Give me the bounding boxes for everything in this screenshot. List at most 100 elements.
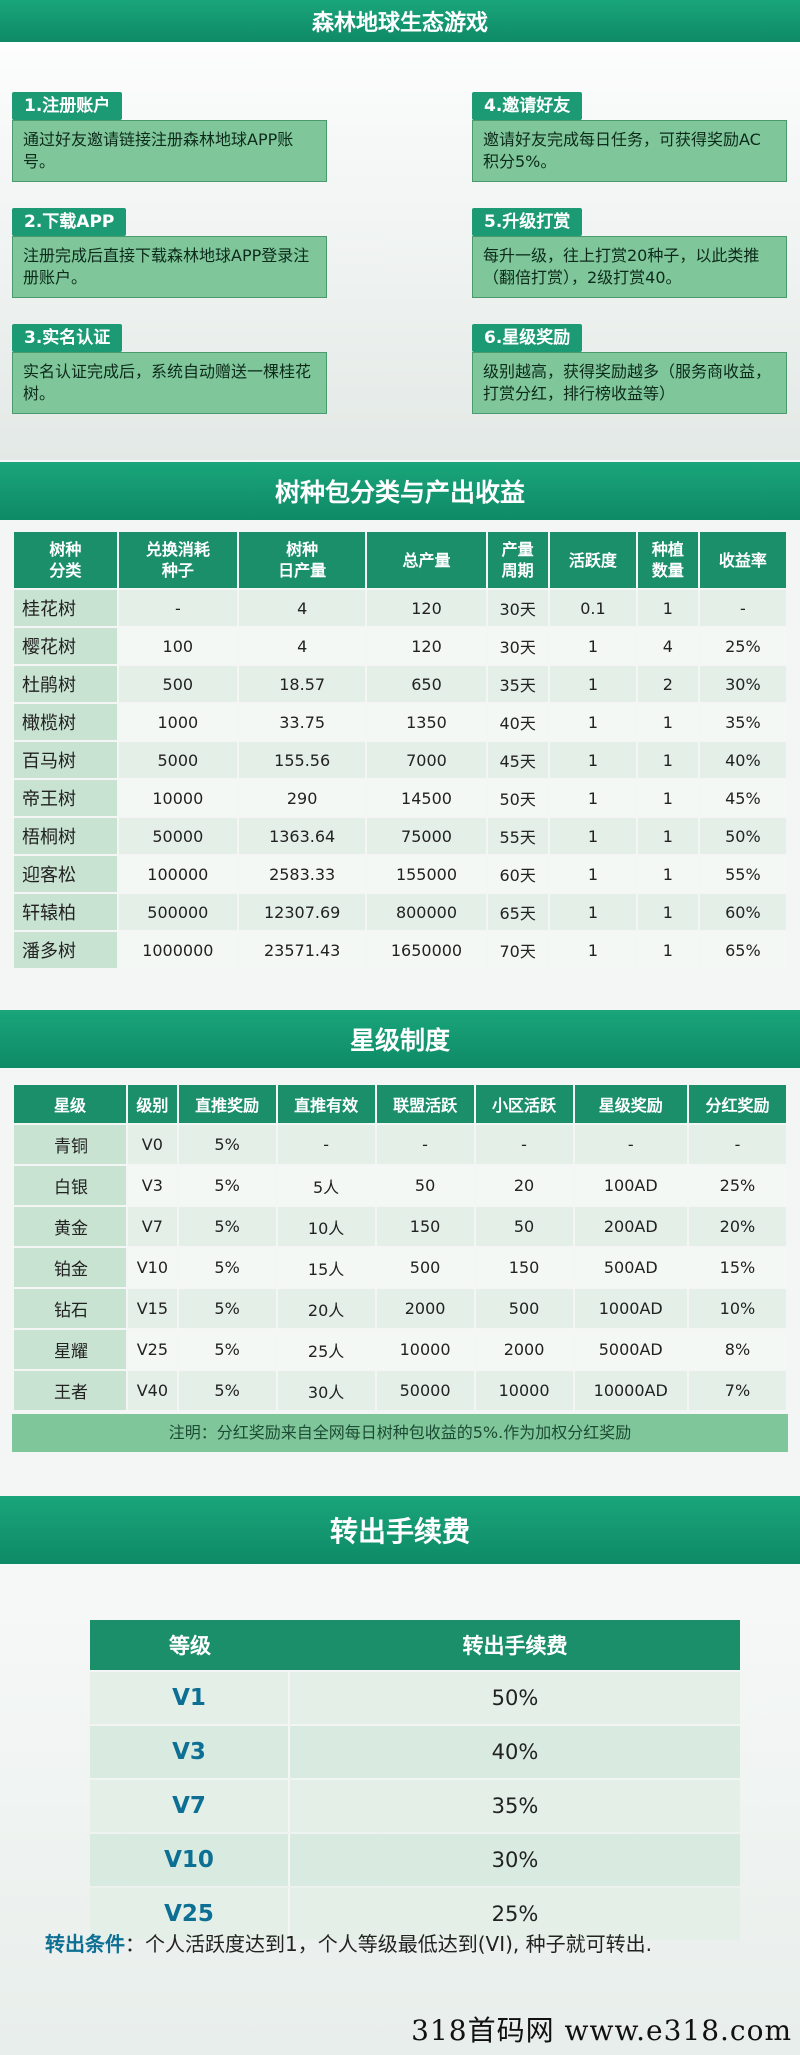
table-cell: 15人 xyxy=(277,1248,375,1287)
table-row: 百马树 5000 155.56 7000 45天 1 1 40% xyxy=(14,742,786,778)
table-cell: 120 xyxy=(367,628,486,664)
table-cell: 1 xyxy=(638,780,698,816)
table-cell: - xyxy=(574,1125,687,1164)
table-cell: 50 xyxy=(475,1207,573,1246)
table-cell: 白银 xyxy=(14,1166,127,1205)
table-cell: 迎客松 xyxy=(14,856,117,892)
column-header: 联盟活跃 xyxy=(376,1085,474,1123)
table-cell: V3 xyxy=(128,1166,177,1205)
condition-text: ：个人活跃度达到1，个人等级最低达到(VI), 种子就可转出. xyxy=(125,1932,652,1956)
watermark: 318首码网 www.e318.com xyxy=(411,2014,792,2047)
table-cell: 500 xyxy=(118,666,237,702)
column-header: 星级奖励 xyxy=(574,1085,687,1123)
table-cell: 30天 xyxy=(487,628,548,664)
table-cell: V7 xyxy=(128,1207,177,1246)
table-cell: 1 xyxy=(549,932,637,968)
table-cell: 潘多树 xyxy=(14,932,117,968)
table-cell: - xyxy=(277,1125,375,1164)
step-text: 级别越高，获得奖励越多（服务商收益，打赏分红，排行榜收益等） xyxy=(472,352,787,414)
table-cell: 7000 xyxy=(367,742,486,778)
table-row: 白银 V3 5% 5人 50 20 100AD 25% xyxy=(14,1166,786,1205)
table-cell: 18.57 xyxy=(238,666,366,702)
table-cell: 0.1 xyxy=(549,590,637,626)
table-row: 青铜 V0 5% - - - - - xyxy=(14,1125,786,1164)
table-row: V1 50% xyxy=(90,1672,740,1724)
table-cell: V7 xyxy=(90,1780,290,1832)
step-register: 1.注册账户 通过好友邀请链接注册森林地球APP账号。 xyxy=(12,92,327,182)
table-cell: 155.56 xyxy=(238,742,366,778)
table-cell: 25% xyxy=(699,628,786,664)
table-row: 橄榄树 1000 33.75 1350 40天 1 1 35% xyxy=(14,704,786,740)
table-cell: 7% xyxy=(688,1371,786,1410)
table-cell: 10000AD xyxy=(574,1371,687,1410)
step-verify: 3.实名认证 实名认证完成后，系统自动赠送一棵桂花树。 xyxy=(12,324,327,414)
table-cell: 1 xyxy=(549,742,637,778)
table-cell: 15% xyxy=(688,1248,786,1287)
table-cell: 王者 xyxy=(14,1371,127,1410)
fee-table: 等级 转出手续费 V1 50% V3 40% V7 35% V10 30% V25 25% xyxy=(90,1618,740,1942)
table-cell: 2583.33 xyxy=(238,856,366,892)
table-cell: 60% xyxy=(699,894,786,930)
table-cell: 10000 xyxy=(118,780,237,816)
step-download: 2.下载APP 注册完成后直接下载森林地球APP登录注册账户。 xyxy=(12,208,327,298)
table-cell: 60天 xyxy=(487,856,548,892)
step-tag: 2.下载APP xyxy=(12,208,127,236)
table-cell: 150 xyxy=(475,1248,573,1287)
table-cell: 4 xyxy=(238,628,366,664)
table-cell: 50% xyxy=(290,1672,740,1724)
table-cell: 75000 xyxy=(367,818,486,854)
table-cell: 35天 xyxy=(487,666,548,702)
table-cell: 55天 xyxy=(487,818,548,854)
step-upgrade: 5.升级打赏 每升一级，往上打赏20种子，以此类推（翻倍打赏），2级打赏40。 xyxy=(472,208,787,298)
step-tag: 3.实名认证 xyxy=(12,324,123,352)
column-header: 分红奖励 xyxy=(688,1085,786,1123)
step-tag: 5.升级打赏 xyxy=(472,208,583,236)
table-row: 星耀 V25 5% 25人 10000 2000 5000AD 8% xyxy=(14,1330,786,1369)
column-header: 小区活跃 xyxy=(475,1085,573,1123)
table-cell: V40 xyxy=(128,1371,177,1410)
table-cell: 青铜 xyxy=(14,1125,127,1164)
tree-section-title: 树种包分类与产出收益 xyxy=(0,462,800,520)
table-cell: 星耀 xyxy=(14,1330,127,1369)
table-cell: 5人 xyxy=(277,1166,375,1205)
step-star-reward: 6.星级奖励 级别越高，获得奖励越多（服务商收益，打赏分红，排行榜收益等） xyxy=(472,324,787,414)
table-cell: 65% xyxy=(699,932,786,968)
table-cell: 1363.64 xyxy=(238,818,366,854)
step-text: 实名认证完成后，系统自动赠送一棵桂花树。 xyxy=(12,352,327,414)
table-cell: 5000 xyxy=(118,742,237,778)
table-cell: 20% xyxy=(688,1207,786,1246)
table-cell: 1 xyxy=(638,590,698,626)
table-cell: V15 xyxy=(128,1289,177,1328)
table-cell: 桂花树 xyxy=(14,590,117,626)
table-cell: 45天 xyxy=(487,742,548,778)
table-cell: 黄金 xyxy=(14,1207,127,1246)
table-cell: 50000 xyxy=(118,818,237,854)
table-cell: - xyxy=(688,1125,786,1164)
table-cell: 2000 xyxy=(376,1289,474,1328)
table-cell: V0 xyxy=(128,1125,177,1164)
table-cell: 钻石 xyxy=(14,1289,127,1328)
table-cell: 5% xyxy=(178,1289,276,1328)
table-cell: 1 xyxy=(638,704,698,740)
column-header: 等级 xyxy=(90,1620,290,1670)
table-cell: 30人 xyxy=(277,1371,375,1410)
table-cell: 50000 xyxy=(376,1371,474,1410)
table-row: 梧桐树 50000 1363.64 75000 55天 1 1 50% xyxy=(14,818,786,854)
step-text: 通过好友邀请链接注册森林地球APP账号。 xyxy=(12,120,327,182)
table-header-row: 树种 分类 兑换消耗 种子 树种 日产量 总产量 产量 周期 活跃度 种植 数量 收益率 xyxy=(14,532,786,588)
table-row: 钻石 V15 5% 20人 2000 500 1000AD 10% xyxy=(14,1289,786,1328)
fee-section-title: 转出手续费 xyxy=(0,1496,800,1564)
column-header: 活跃度 xyxy=(549,532,637,588)
table-cell: 5% xyxy=(178,1330,276,1369)
table-cell: 10人 xyxy=(277,1207,375,1246)
table-cell: 1 xyxy=(638,894,698,930)
table-cell: 200AD xyxy=(574,1207,687,1246)
table-row: V10 30% xyxy=(90,1834,740,1886)
table-cell: 1650000 xyxy=(367,932,486,968)
table-cell: - xyxy=(376,1125,474,1164)
table-cell: 40% xyxy=(290,1726,740,1778)
table-cell: 1 xyxy=(549,818,637,854)
table-cell: 5% xyxy=(178,1207,276,1246)
table-cell: 1000 xyxy=(118,704,237,740)
table-cell: 45% xyxy=(699,780,786,816)
